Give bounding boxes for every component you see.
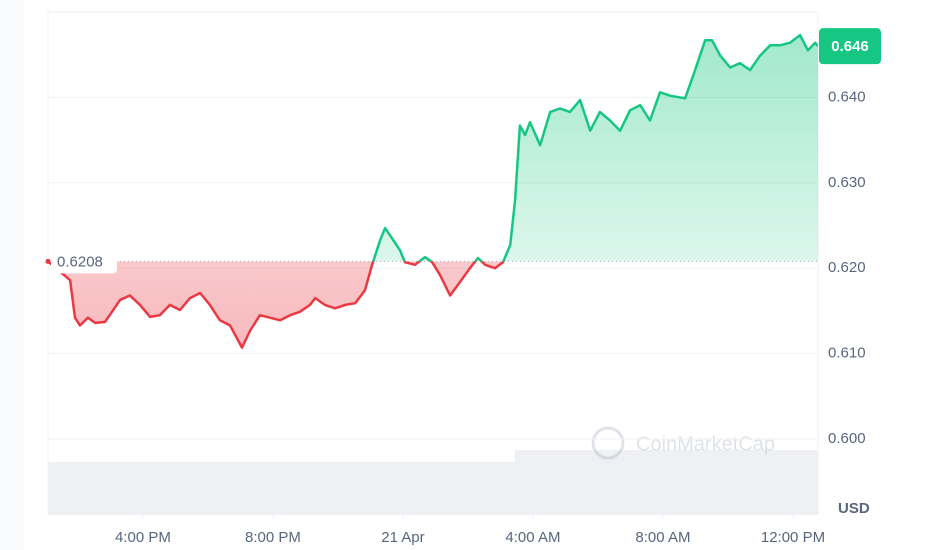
reference-dot [45,258,51,264]
watermark: CoinMarketCap [591,426,775,460]
x-tick-label: 8:00 AM [635,529,690,546]
watermark-text: CoinMarketCap [636,433,775,455]
price-line-up [48,33,818,262]
last-price-label: 0.646 [831,38,869,55]
x-tick-label: 4:00 AM [505,529,560,546]
side-panel [0,0,24,550]
last-price-badge [819,28,881,65]
volume-shade [515,450,818,464]
reference-label-bg [51,249,117,274]
y-tick-label: 0.640 [828,88,866,105]
y-tick-label: 0.620 [828,259,866,276]
x-tick-label: 4:00 PM [115,529,171,546]
x-tick-label: 21 Apr [381,529,424,546]
volume-shade [48,462,818,515]
y-unit: USD [838,500,870,517]
y-tick-label: 0.600 [828,430,866,447]
area-above [48,35,818,262]
y-tick-label: 0.630 [828,174,866,191]
reference-label: 0.6208 [57,253,103,270]
y-tick-label: 0.610 [828,345,866,362]
x-tick-label: 12:00 PM [761,529,825,546]
area-below [48,261,504,348]
price-line-down [48,261,505,349]
x-tick-label: 8:00 PM [245,529,301,546]
